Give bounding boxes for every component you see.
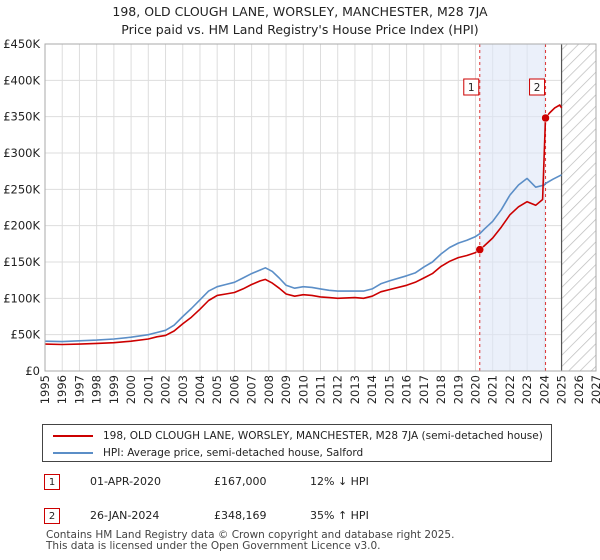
x-tick-label: 2024	[537, 375, 551, 404]
property-price-line	[44, 104, 563, 346]
x-tick-label: 2009	[279, 375, 293, 404]
x-tick-label: 1996	[55, 375, 69, 404]
x-tick-label: 2000	[124, 375, 138, 404]
chart-subtitle: Price paid vs. HM Land Registry's House …	[121, 22, 479, 37]
x-tick-label: 2025	[555, 375, 569, 404]
legend-item-property: 198, OLD CLOUGH LANE, WORSLEY, MANCHESTE…	[53, 428, 543, 444]
x-tick-label: 2026	[572, 375, 586, 404]
sale-label-box	[463, 78, 480, 96]
sale-point	[541, 113, 550, 123]
y-tick-label: £350K	[3, 110, 40, 124]
legend-label-hpi: HPI: Average price, semi-detached house,…	[103, 447, 364, 459]
sale-label-text: 2	[534, 82, 541, 94]
legend-label-property: 198, OLD CLOUGH LANE, WORSLEY, MANCHESTE…	[103, 430, 543, 442]
x-tick-label: 2017	[417, 375, 431, 404]
y-tick-label: £100K	[3, 291, 40, 305]
x-tick-label: 2010	[296, 375, 310, 404]
x-tick-label: 2003	[176, 375, 190, 404]
x-tick-label: 2027	[589, 375, 600, 404]
footer-copyright: Contains HM Land Registry data © Crown c…	[46, 529, 455, 541]
price-chart: 1 2 £0 £50K £100K £150K £200K £250K £300K £350K £…	[3, 37, 600, 404]
x-tick-label: 2020	[468, 375, 482, 404]
sale-point	[475, 245, 485, 254]
y-tick-label: £150K	[3, 255, 40, 269]
x-tick-label: 2011	[314, 375, 328, 404]
forecast-hatch	[561, 44, 596, 371]
legend-swatch-hpi	[53, 452, 93, 454]
x-tick-label: 2019	[451, 375, 465, 404]
x-tick-label: 1995	[38, 375, 52, 404]
x-tick-label: 2006	[227, 375, 241, 404]
sale-date: 01-APR-2020	[90, 475, 162, 488]
x-tick-label: 2018	[434, 375, 448, 404]
chart-title: 198, OLD CLOUGH LANE, WORSLEY, MANCHESTE…	[112, 4, 488, 19]
x-tick-label: 2015	[382, 375, 396, 404]
sale-label-text: 1	[468, 82, 475, 94]
y-tick-label: £0	[25, 364, 40, 378]
sale-row-2: 2 26-JAN-2024 £348,169 35% ↑ HPI	[42, 508, 562, 526]
x-tick-label: 2016	[400, 375, 414, 404]
y-tick-label: £200K	[3, 219, 40, 233]
y-tick-label: £400K	[3, 73, 40, 87]
sale-row-1: 1 01-APR-2020 £167,000 12% ↓ HPI	[42, 474, 562, 492]
plot-frame	[44, 43, 597, 372]
x-tick-label: 2023	[520, 375, 534, 404]
x-tick-label: 2022	[503, 375, 517, 404]
x-tick-label: 1997	[72, 375, 86, 404]
legend-swatch-property	[53, 435, 93, 437]
x-tick-label: 1999	[107, 375, 121, 404]
sale-date: 26-JAN-2024	[90, 509, 160, 522]
y-tick-label: £300K	[3, 146, 40, 160]
ownership-shade	[479, 44, 546, 371]
sale-price: £348,169	[214, 509, 267, 522]
sale-price: £167,000	[214, 475, 267, 488]
sale-badge: 1	[44, 474, 60, 490]
x-tick-label: 2014	[365, 375, 379, 404]
x-tick-label: 2021	[486, 375, 500, 404]
x-tick-label: 2004	[193, 375, 207, 404]
footer: Contains HM Land Registry data © Crown c…	[46, 530, 454, 552]
x-tick-label: 2007	[245, 375, 259, 404]
sale-hpi-change: 35% ↑ HPI	[310, 509, 369, 522]
x-tick-label: 2002	[159, 375, 173, 404]
y-tick-label: £450K	[3, 37, 40, 51]
sale-badge: 2	[44, 508, 60, 524]
x-tick-label: 2008	[262, 375, 276, 404]
x-tick-label: 1998	[90, 375, 104, 404]
x-tick-label: 2001	[141, 375, 155, 404]
footer-licence: This data is licensed under the Open Gov…	[46, 540, 381, 552]
x-tick-label: 2013	[348, 375, 362, 404]
x-tick-label: 2005	[210, 375, 224, 404]
x-tick-label: 2012	[331, 375, 345, 404]
sale-hpi-change: 12% ↓ HPI	[310, 475, 369, 488]
legend-item-hpi: HPI: Average price, semi-detached house,…	[53, 445, 363, 461]
y-tick-label: £50K	[11, 328, 41, 342]
legend: 198, OLD CLOUGH LANE, WORSLEY, MANCHESTE…	[42, 424, 552, 462]
y-tick-label: £250K	[3, 182, 40, 196]
hpi-line	[44, 174, 562, 343]
sale-label-box	[529, 78, 546, 96]
